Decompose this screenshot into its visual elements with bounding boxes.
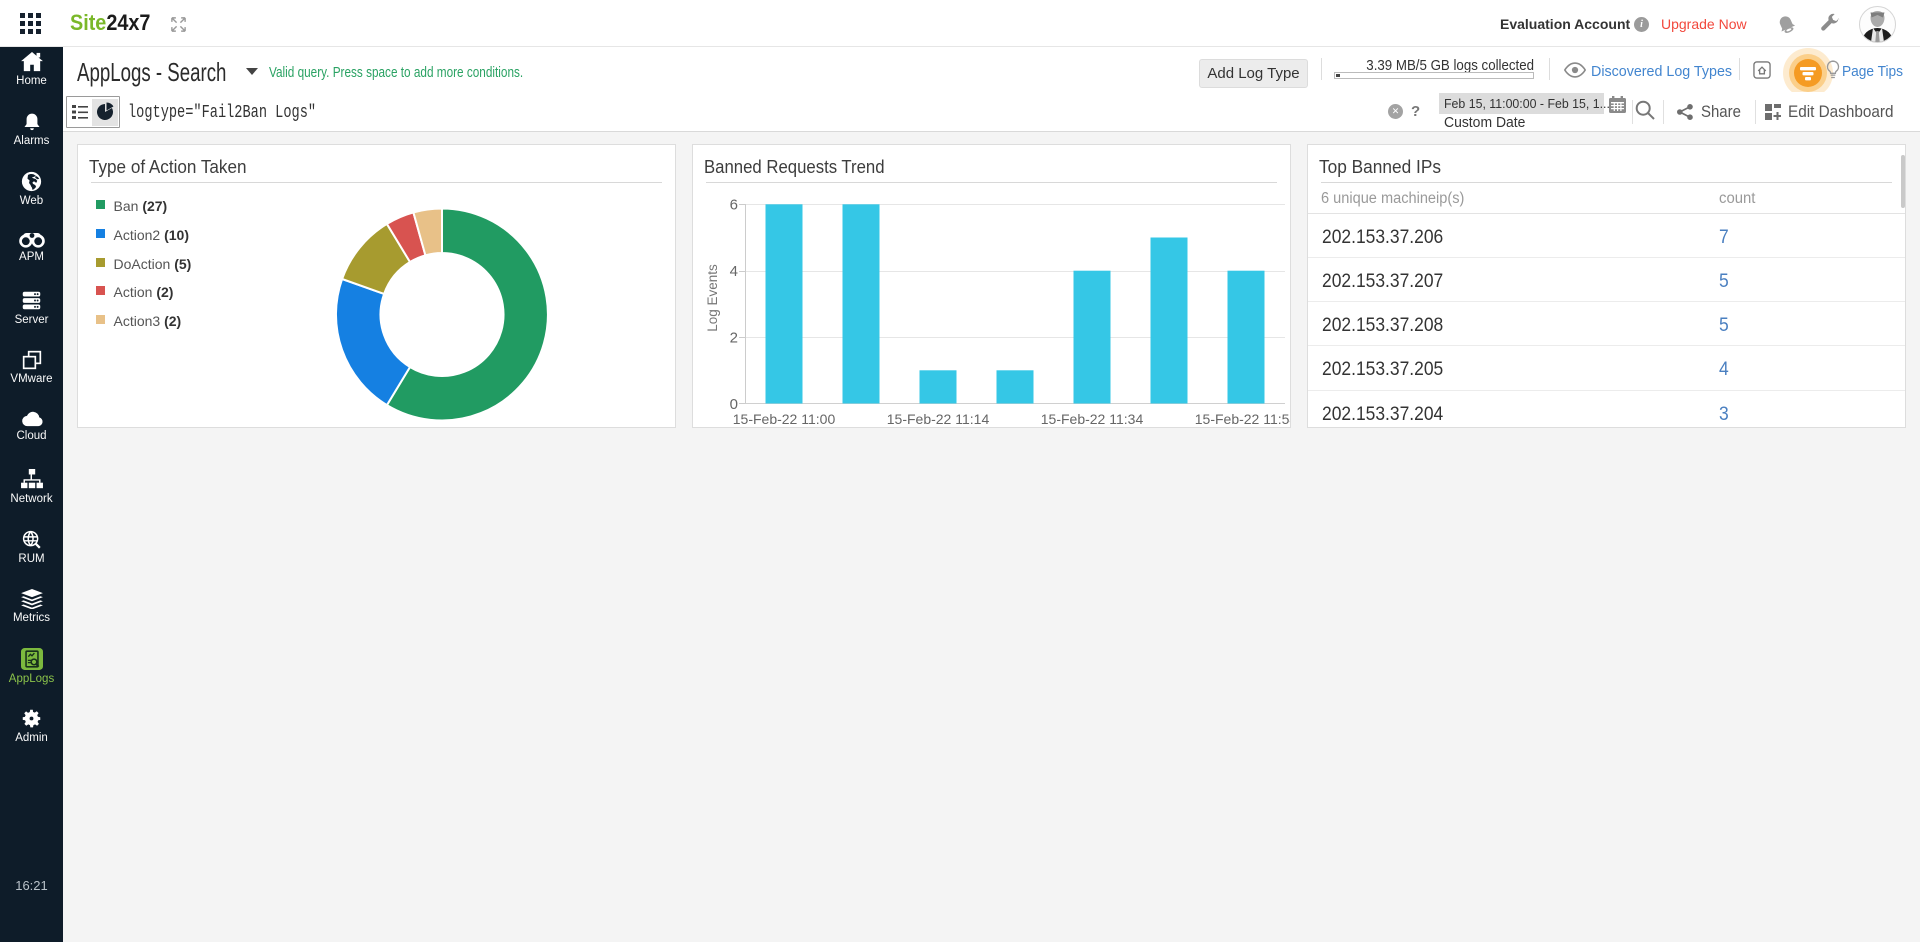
svg-text:4: 4 xyxy=(730,263,738,280)
svg-text:15-Feb-22 11:00: 15-Feb-22 11:00 xyxy=(733,411,836,427)
svg-text:15-Feb-22 11:14: 15-Feb-22 11:14 xyxy=(887,411,990,427)
svg-text:6: 6 xyxy=(730,197,738,214)
svg-text:2: 2 xyxy=(730,330,738,347)
svg-text:15-Feb-22 11:34: 15-Feb-22 11:34 xyxy=(1041,411,1144,427)
svg-text:Log Events: Log Events xyxy=(705,264,720,332)
svg-text:15-Feb-22 11:54: 15-Feb-22 11:54 xyxy=(1195,411,1290,427)
svg-text:0: 0 xyxy=(730,396,738,413)
